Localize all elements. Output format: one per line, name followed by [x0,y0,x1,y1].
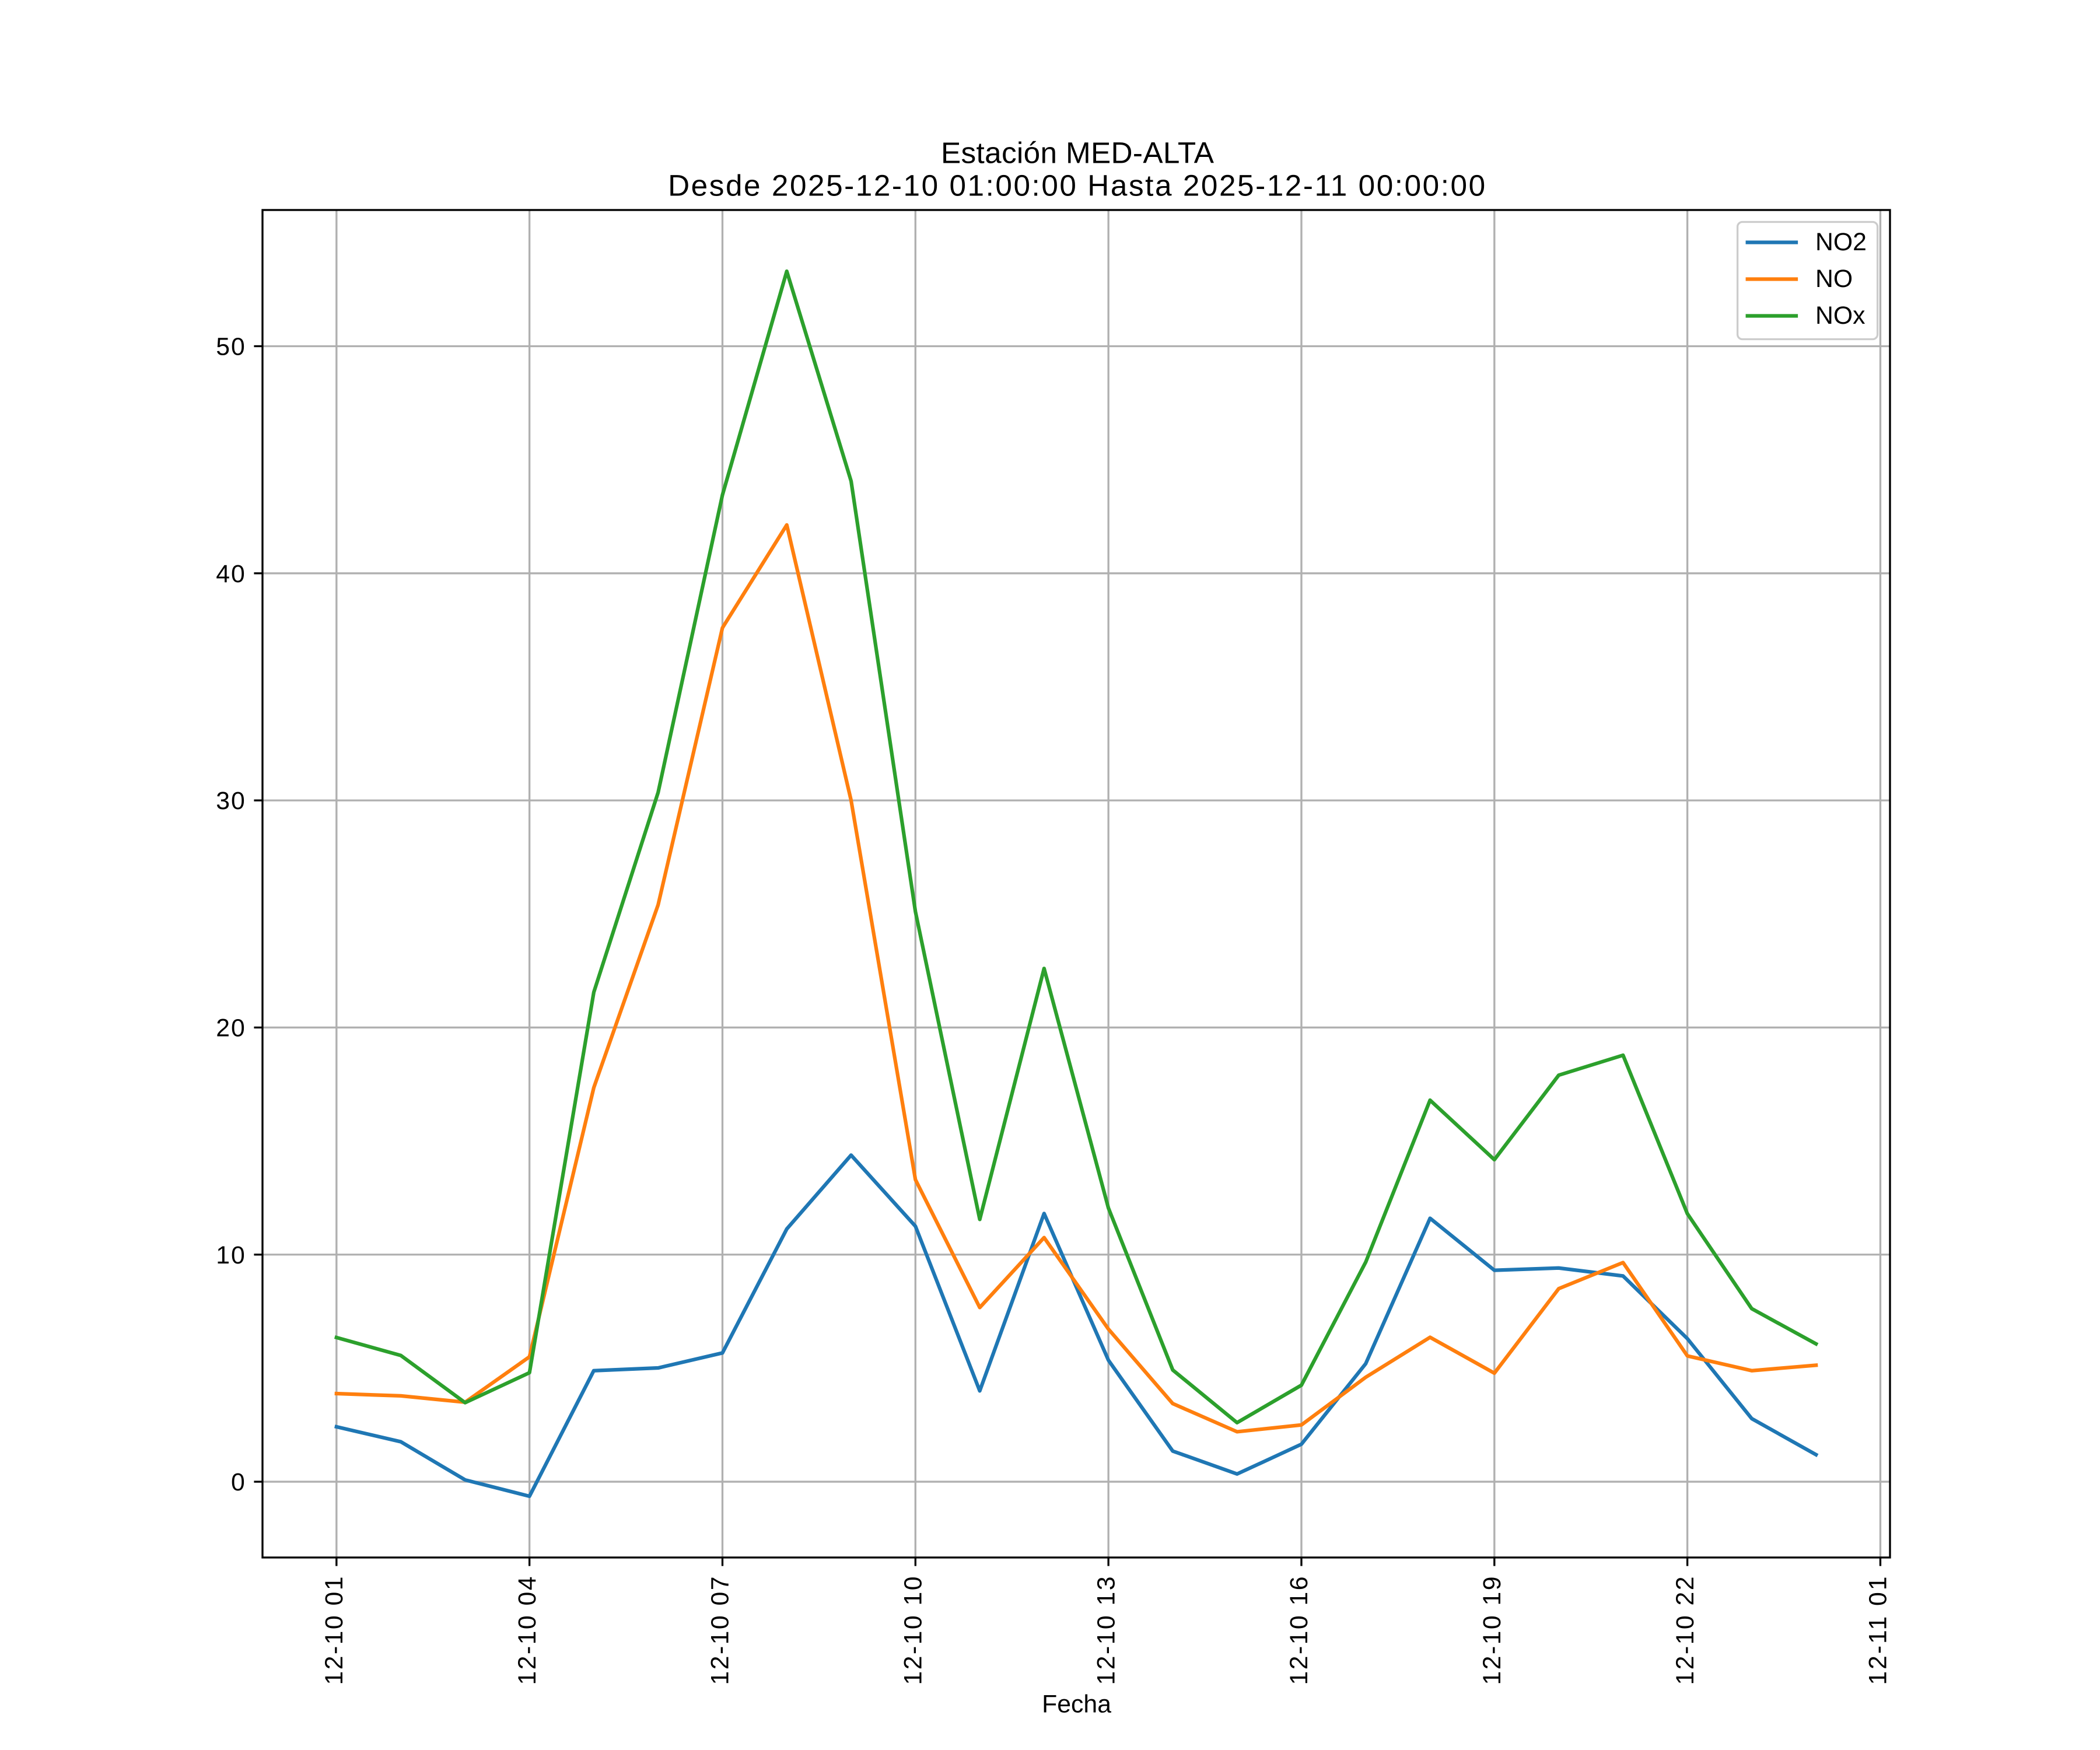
svg-text:0: 0 [231,1468,245,1496]
svg-text:NOx: NOx [1815,302,1866,330]
svg-text:Estación MED-ALTA: Estación MED-ALTA [941,136,1214,169]
svg-text:10: 10 [216,1241,245,1269]
svg-text:Fecha: Fecha [1042,1690,1111,1718]
svg-text:NO: NO [1815,265,1853,293]
svg-text:30: 30 [216,787,245,815]
svg-text:40: 40 [216,560,245,588]
svg-text:20: 20 [216,1014,245,1042]
svg-text:NO2: NO2 [1815,228,1867,256]
svg-text:50: 50 [216,332,245,360]
